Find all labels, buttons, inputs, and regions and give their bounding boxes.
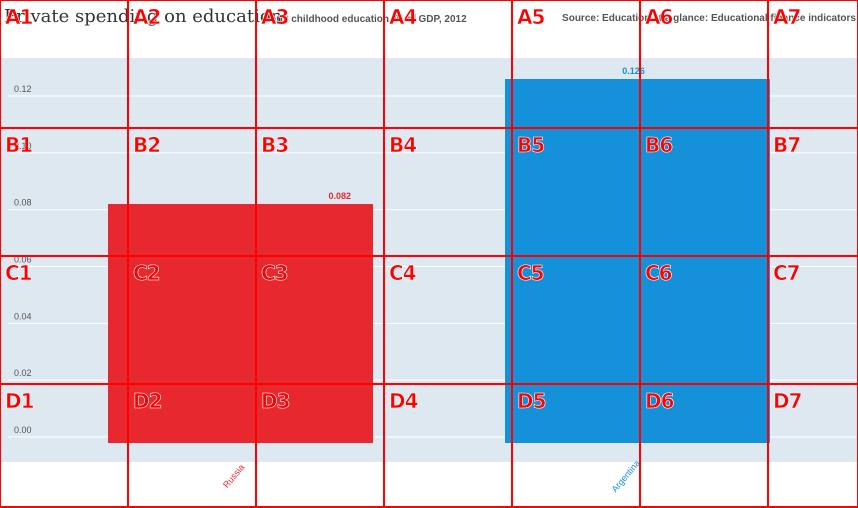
bar — [108, 204, 373, 443]
bar-value-label: 0.126 — [622, 66, 645, 76]
y-tick-label: 0.02 — [14, 368, 32, 378]
y-tick-label: 0.10 — [14, 141, 32, 151]
y-tick-label: 0.06 — [14, 255, 32, 265]
x-tick-label: Russia — [221, 462, 246, 490]
chart-title: Private spending on education — [4, 6, 283, 27]
y-tick-label: 0.04 — [14, 311, 32, 321]
y-tick-label: 0.00 — [14, 425, 32, 435]
chart-source: Source: Education at a glance: Education… — [562, 13, 856, 24]
y-tick-label: 0.12 — [14, 84, 32, 94]
bar-value-label: 0.082 — [329, 191, 352, 201]
x-tick-label: Argentina — [609, 458, 641, 494]
chart-header: Private spending on education Early chil… — [0, 0, 858, 40]
bar — [505, 79, 770, 443]
y-tick-label: 0.08 — [14, 198, 32, 208]
bar-chart: 0.00 0.02 0.04 0.06 0.08 0.10 0.12 0.082 Russia 0… — [0, 58, 858, 494]
chart-subtitle: Early childhood education, % of GDP, 201… — [264, 14, 467, 25]
